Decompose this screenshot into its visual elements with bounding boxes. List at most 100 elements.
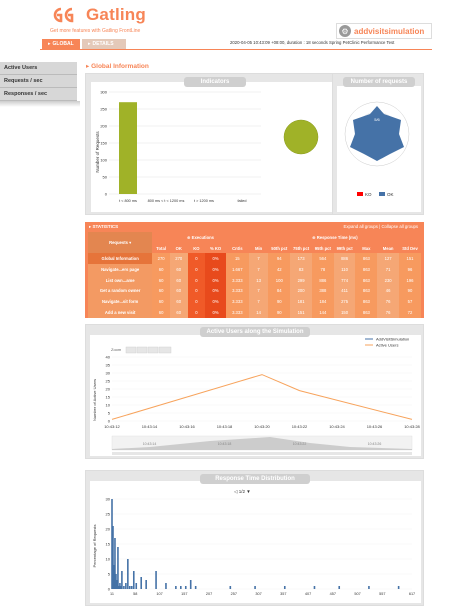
rt-bar[interactable] (368, 586, 370, 589)
table-row-global[interactable]: Global Information 270 270 0 0% 15 7 94 173 564 88… (88, 253, 421, 265)
rt-bar[interactable] (123, 586, 125, 589)
column-header-mean[interactable]: Mean (377, 242, 400, 254)
table-cell: 388 (311, 285, 334, 297)
active-users-title: Active Users along the Simulation (200, 327, 310, 337)
table-cell: 3.333 (225, 285, 249, 297)
rt-bar[interactable] (135, 583, 138, 589)
zoom-button-all[interactable] (158, 346, 172, 354)
column-header-ko[interactable]: KO (187, 242, 206, 254)
rt-bar[interactable] (131, 586, 133, 589)
column-header-95th-pct[interactable]: 95th pct (311, 242, 334, 254)
y-tick-label: 25 (106, 379, 111, 384)
indicator-bar[interactable] (119, 102, 137, 194)
gatling-logo[interactable]: Gatling (52, 4, 146, 26)
table-cell: 60 (152, 274, 170, 286)
table-cell: 42 (268, 264, 291, 275)
tab-global[interactable]: ▸ GLOBAL (42, 39, 80, 49)
rt-bar[interactable] (129, 586, 131, 589)
rt-bar[interactable] (254, 586, 256, 589)
rt-bar[interactable] (115, 574, 117, 589)
active-users-series-line[interactable] (111, 374, 413, 420)
group-executions-label: Executions (191, 234, 215, 240)
rt-bar[interactable] (229, 586, 232, 589)
rt-bar[interactable] (119, 583, 121, 589)
x-tick-label: 10:43:14 (142, 424, 158, 429)
rt-bar[interactable] (194, 586, 197, 589)
sidebar-item-requests-sec[interactable]: Requests / sec (0, 75, 77, 88)
rt-bar[interactable] (175, 586, 177, 589)
x-tick-label: t < 800 ms (119, 199, 137, 203)
rt-bar[interactable] (113, 565, 115, 589)
zoom-button-3[interactable] (147, 346, 159, 354)
table-cell: 78 (311, 264, 334, 275)
rt-bar[interactable] (283, 586, 286, 589)
table-row[interactable]: Navigate...sit form 60 60 0 0% 3.333 7 90 181 184… (88, 296, 421, 307)
rt-bar[interactable] (184, 586, 187, 589)
table-cell: 3.333 (225, 274, 249, 286)
y-tick-label: 30 (106, 371, 111, 376)
rt-bar[interactable] (120, 586, 122, 589)
rt-bar[interactable] (121, 571, 123, 589)
table-row[interactable]: Add a new visit 60 60 0 0% 3.333 14 90 151 144 150… (88, 306, 421, 318)
rt-bar[interactable] (111, 499, 113, 589)
rt-bar[interactable] (145, 580, 147, 589)
indicators-pie-outline (283, 119, 319, 155)
rt-bar[interactable] (165, 583, 167, 589)
table-cell: 84 (268, 285, 291, 297)
pager-label: 1/2 (239, 489, 246, 494)
rt-bar[interactable] (180, 586, 182, 589)
rt-bar[interactable] (116, 580, 118, 589)
sidebar-item-responses-sec[interactable]: Responses / sec (0, 88, 77, 101)
radar-ok-area[interactable] (350, 106, 404, 161)
table-row[interactable]: Navigate...ers page 60 60 0 0% 1.667 7 42 83 78 11… (88, 264, 421, 275)
tab-details[interactable]: ▸ DETAILS (82, 39, 126, 49)
table-row[interactable]: List own...ame 60 60 0 0% 3.333 13 100 299 886 774… (88, 274, 421, 286)
column-header-min[interactable]: Min (248, 242, 269, 254)
rt-bar[interactable] (140, 577, 143, 589)
y-tick-label: 200 (100, 124, 107, 129)
pager[interactable]: ◁ 1/2 ▼ (234, 489, 251, 494)
sidebar-item-active-users[interactable]: Active Users (0, 62, 77, 75)
zoom-button-2[interactable] (136, 346, 148, 354)
rt-bar[interactable] (155, 571, 157, 589)
column-header-50th-pct[interactable]: 50th pct (268, 242, 291, 254)
statistics-header: ▸ STATISTICS Expand all groups | Collaps… (85, 222, 424, 231)
rt-ylabel: Percentage of Requests (92, 525, 97, 568)
rt-bar[interactable] (118, 586, 120, 589)
expand-collapse-links[interactable]: Expand all groups | Collapse all groups (343, 224, 418, 229)
table-cell: 411 (333, 285, 356, 297)
indicators-chart: Number of Requests 0 50 100 150 200 250 300 t … (95, 90, 319, 203)
column-header-cnt-s[interactable]: Cnt/s (225, 242, 249, 254)
column-header-99th-pct[interactable]: 99th pct (333, 242, 356, 254)
column-header-requests[interactable]: Requests ▾ (88, 232, 153, 254)
rt-bar[interactable] (132, 571, 135, 589)
navigator-scrollbar[interactable] (112, 452, 412, 455)
active-users-chart: AddVisitSimulation Active Users Zoom Num… (92, 337, 421, 455)
table-cell: 275 (333, 296, 356, 307)
rt-bar[interactable] (338, 586, 341, 589)
frontline-link[interactable]: Get more features with Gatling FrontLine (50, 28, 141, 34)
x-tick-label: 10:43:26 (367, 424, 383, 429)
rt-bar[interactable] (125, 583, 127, 589)
rt-bar[interactable] (117, 547, 119, 589)
rt-bar[interactable] (189, 580, 192, 589)
rt-bar[interactable] (127, 559, 129, 589)
table-cell: 0 (187, 253, 206, 265)
rt-bar[interactable] (114, 538, 116, 589)
rt-bar[interactable] (313, 586, 316, 589)
y-tick-label: 40 (106, 355, 111, 360)
rt-bar[interactable] (112, 526, 114, 589)
table-row[interactable]: Get a random owner 60 60 0 0% 3.333 7 84 200 388 4… (88, 285, 421, 297)
table-cell: 863 (355, 253, 378, 265)
column-header-max[interactable]: Max (355, 242, 378, 254)
column-header-75th-pct[interactable]: 75th pct (290, 242, 312, 254)
indicators-pie[interactable] (284, 120, 318, 154)
column-header-ok[interactable]: OK (169, 242, 188, 254)
column-header-std-dev[interactable]: Std Dev (399, 242, 421, 254)
column-header--ko[interactable]: % KO (205, 242, 226, 254)
x-tick-label: 407 (305, 592, 311, 596)
zoom-button-1[interactable] (125, 346, 137, 354)
column-header-total[interactable]: Total (152, 242, 170, 254)
table-cell: 96 (399, 264, 421, 275)
rt-bar[interactable] (397, 586, 400, 589)
